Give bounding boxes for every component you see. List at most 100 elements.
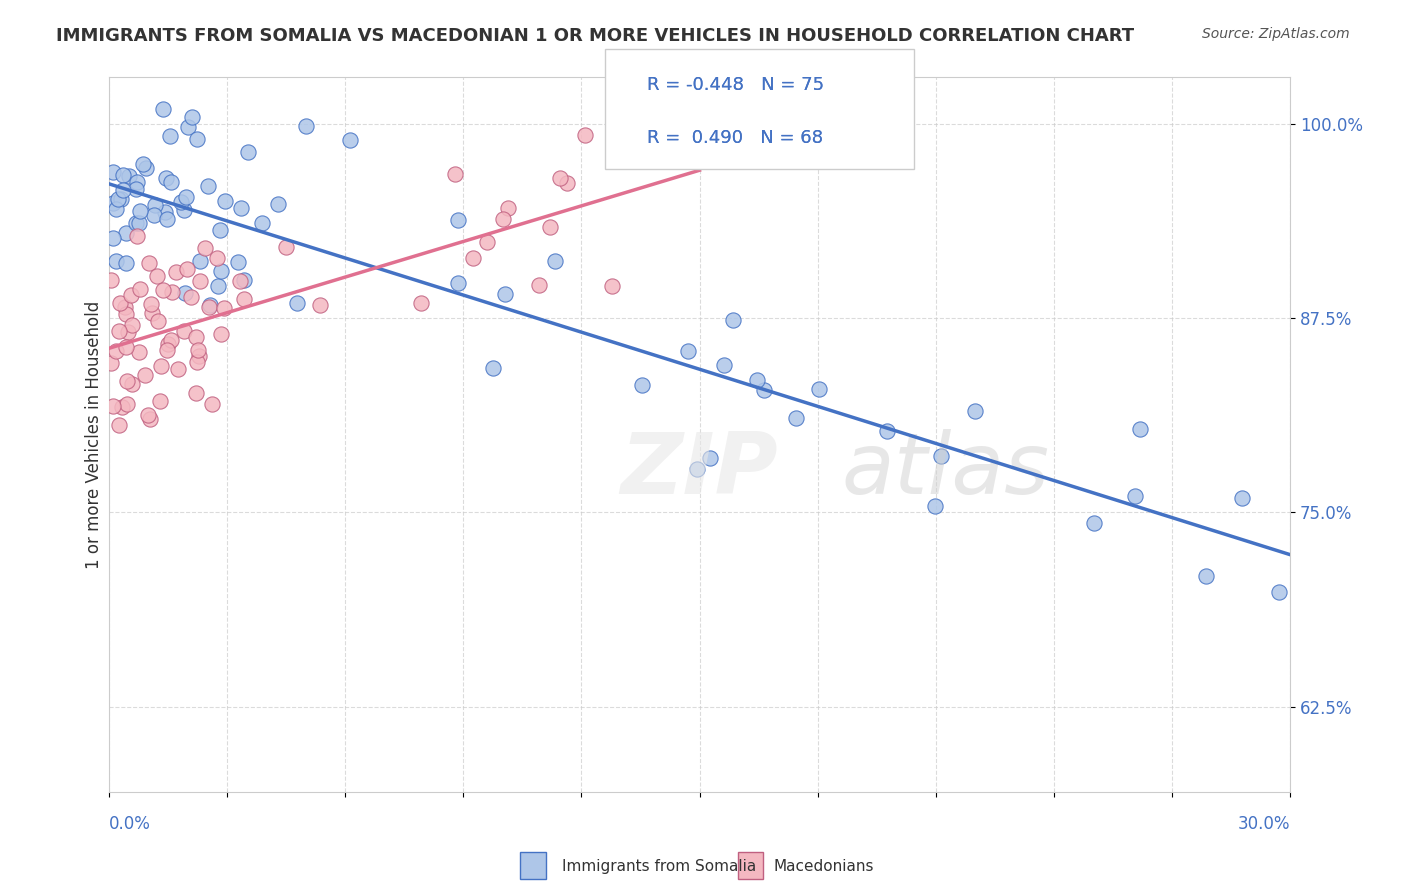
Point <box>198 298 221 312</box>
Point <box>141 306 163 320</box>
Point <box>494 287 516 301</box>
Point <box>965 404 987 418</box>
Point <box>475 235 498 250</box>
Point <box>138 412 160 426</box>
Point <box>160 285 183 299</box>
Text: 0.0%: 0.0% <box>108 815 150 833</box>
Point <box>146 268 169 283</box>
Point <box>112 183 135 197</box>
Point <box>100 356 122 370</box>
Point <box>159 129 181 144</box>
Point <box>527 277 550 292</box>
Point <box>194 241 217 255</box>
Y-axis label: 1 or more Vehicles in Household: 1 or more Vehicles in Household <box>86 301 103 569</box>
Point <box>1083 516 1105 530</box>
Point <box>236 145 259 160</box>
Point <box>160 176 183 190</box>
Point <box>232 292 254 306</box>
Point <box>120 288 142 302</box>
Point <box>152 102 174 116</box>
Point <box>110 401 132 415</box>
Point <box>187 343 209 357</box>
Text: ZIP: ZIP <box>620 429 779 512</box>
Point <box>267 197 290 211</box>
Point <box>128 344 150 359</box>
Text: R =  0.490   N = 68: R = 0.490 N = 68 <box>647 129 823 147</box>
Point <box>1230 491 1253 505</box>
Point <box>285 296 308 310</box>
Point <box>232 273 254 287</box>
Point <box>339 133 361 147</box>
Point <box>600 278 623 293</box>
Point <box>125 216 148 230</box>
Point <box>1123 489 1146 503</box>
Point <box>134 368 156 383</box>
Point <box>186 355 208 369</box>
Point <box>1128 422 1150 436</box>
Point <box>686 462 709 476</box>
Point <box>294 119 316 133</box>
Point <box>128 204 150 219</box>
Point <box>229 274 252 288</box>
Point <box>557 177 579 191</box>
Point <box>135 161 157 175</box>
Point <box>186 131 208 145</box>
Point <box>110 192 132 206</box>
Point <box>180 290 202 304</box>
Point <box>188 274 211 288</box>
Point <box>125 175 148 189</box>
Point <box>209 264 232 278</box>
Point <box>121 377 143 392</box>
Point <box>101 400 124 414</box>
Point <box>114 300 136 314</box>
Point <box>180 110 202 124</box>
Point <box>409 296 432 310</box>
Point <box>808 382 831 396</box>
Point <box>139 297 162 311</box>
Point <box>132 157 155 171</box>
Text: Macedonians: Macedonians <box>773 859 873 874</box>
Point <box>201 397 224 411</box>
Point <box>117 396 139 410</box>
Text: Source: ZipAtlas.com: Source: ZipAtlas.com <box>1202 27 1350 41</box>
Point <box>184 329 207 343</box>
Point <box>785 410 807 425</box>
Text: 30.0%: 30.0% <box>1237 815 1291 833</box>
Point <box>188 350 211 364</box>
Point <box>723 312 745 326</box>
Point <box>630 377 652 392</box>
Point <box>492 212 515 227</box>
Point <box>752 384 775 398</box>
Point <box>117 325 139 339</box>
Point <box>447 276 470 290</box>
Point <box>176 189 198 203</box>
Point <box>138 256 160 270</box>
Point <box>924 499 946 513</box>
Text: R =  0.490   N = 68: R = 0.490 N = 68 <box>647 129 823 147</box>
Point <box>678 344 700 359</box>
Point <box>115 340 138 354</box>
Point <box>110 296 132 310</box>
Point <box>105 254 128 268</box>
Text: atlas: atlas <box>841 429 1049 512</box>
Text: R = -0.448   N = 75: R = -0.448 N = 75 <box>647 76 824 94</box>
Point <box>101 165 124 179</box>
Point <box>482 361 505 376</box>
Point <box>107 192 129 206</box>
Point <box>112 168 135 182</box>
Point <box>115 374 138 388</box>
Point <box>167 361 190 376</box>
Point <box>184 386 207 401</box>
Point <box>105 202 128 216</box>
Point <box>931 449 953 463</box>
Point <box>1268 584 1291 599</box>
Point <box>177 120 200 134</box>
Point <box>170 195 193 210</box>
Point <box>173 202 195 217</box>
Point <box>212 301 235 315</box>
Point <box>173 285 195 300</box>
Point <box>100 273 122 287</box>
Point <box>152 283 174 297</box>
Text: IMMIGRANTS FROM SOMALIA VS MACEDONIAN 1 OR MORE VEHICLES IN HOUSEHOLD CORRELATIO: IMMIGRANTS FROM SOMALIA VS MACEDONIAN 1 … <box>56 27 1135 45</box>
Point <box>143 198 166 212</box>
